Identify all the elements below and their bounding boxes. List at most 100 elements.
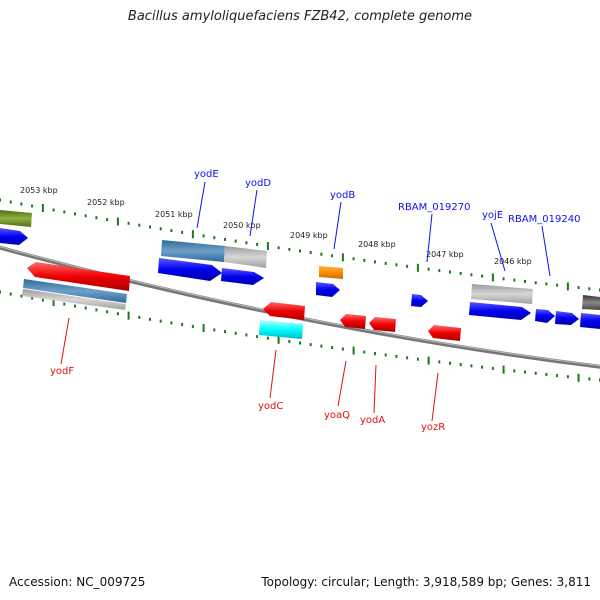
scale-major-tick — [416, 263, 419, 272]
gene-label-yodA: yodA — [360, 415, 385, 426]
feature-olive[interactable] — [0, 210, 32, 227]
scale-minor-tick — [52, 208, 55, 212]
gene-label-yodD: yodD — [245, 178, 271, 189]
scale-minor-tick — [106, 310, 109, 314]
scale-minor-tick — [288, 339, 291, 343]
gene-forward[interactable] — [0, 228, 28, 245]
scale-minor-tick — [481, 365, 484, 369]
scale-minor-tick — [534, 371, 537, 375]
scale-minor-tick — [224, 330, 226, 334]
feature-orange[interactable] — [319, 266, 343, 279]
scale-major-tick — [341, 253, 344, 262]
scale-minor-tick — [299, 341, 301, 345]
scale-minor-tick — [181, 323, 184, 327]
gene-forward[interactable] — [535, 309, 555, 323]
scale-minor-tick — [513, 369, 516, 373]
scale-minor-tick — [406, 264, 409, 268]
gene-reverse[interactable] — [27, 262, 130, 291]
gene-label-yozR: yozR — [421, 422, 445, 433]
feature-dark[interactable] — [582, 295, 600, 310]
scale-minor-tick — [416, 357, 419, 361]
gene-forward[interactable] — [469, 302, 531, 320]
scale-minor-tick — [63, 210, 66, 214]
gene-reverse[interactable] — [340, 314, 366, 329]
scale-minor-tick — [556, 283, 559, 287]
scale-minor-tick — [449, 361, 451, 365]
scale-minor-tick — [224, 237, 226, 241]
scale-minor-tick — [116, 312, 119, 316]
scale-minor-tick — [9, 292, 12, 296]
gene-forward[interactable] — [411, 294, 428, 307]
feature-steel[interactable] — [23, 279, 127, 303]
scale-major-tick — [502, 365, 505, 374]
scale-minor-tick — [84, 214, 87, 218]
gene-label-yoaQ: yoaQ — [324, 410, 350, 421]
scale-minor-tick — [438, 360, 441, 364]
scale-major-tick — [577, 373, 580, 382]
gene-forward[interactable] — [158, 258, 222, 281]
scale-minor-tick — [191, 324, 194, 328]
scale-minor-tick — [106, 218, 109, 222]
feature-steel[interactable] — [161, 240, 225, 262]
scale-major-tick — [191, 230, 194, 239]
scale-major-tick — [52, 298, 55, 307]
scale-minor-tick — [577, 286, 580, 290]
map-title: Bacillus amyloliquefaciens FZB42, comple… — [127, 9, 473, 24]
feature-gray[interactable] — [471, 284, 533, 304]
scale-minor-tick — [234, 331, 237, 335]
scale-label-2050: 2050 kbp — [223, 221, 261, 230]
scale-label-2048: 2048 kbp — [358, 240, 396, 249]
inner-scale-ticks — [0, 290, 600, 382]
scale-minor-tick — [9, 200, 12, 204]
gene-reverse[interactable] — [369, 317, 396, 332]
gene-forward[interactable] — [221, 268, 264, 285]
scale-major-tick — [427, 356, 430, 365]
gene-label-yodE: yodE — [194, 169, 219, 180]
scale-minor-tick — [427, 267, 430, 271]
scale-minor-tick — [95, 308, 98, 312]
scale-major-tick — [266, 242, 269, 251]
scale-label-2046: 2046 kbp — [494, 257, 532, 266]
feature-gray[interactable] — [22, 289, 126, 310]
scale-minor-tick — [459, 271, 462, 275]
scale-label-2049: 2049 kbp — [290, 231, 328, 240]
scale-label-2047: 2047 kbp — [426, 250, 464, 259]
scale-major-tick — [566, 282, 569, 291]
scale-minor-tick — [320, 344, 323, 348]
scale-minor-tick — [588, 287, 591, 291]
gene-forward[interactable] — [580, 313, 600, 329]
scale-minor-tick — [266, 336, 269, 340]
gene-label-yodC: yodC — [258, 401, 283, 412]
scale-major-tick — [352, 346, 355, 355]
scale-label-2051: 2051 kbp — [155, 210, 193, 219]
feature-gray[interactable] — [224, 246, 267, 268]
gene-forward[interactable] — [555, 311, 579, 325]
scale-minor-tick — [20, 294, 23, 298]
scale-minor-tick — [170, 321, 173, 325]
scale-minor-tick — [566, 375, 569, 379]
gene-label-yojE: yojE — [482, 210, 503, 221]
scale-minor-tick — [149, 225, 151, 229]
scale-minor-tick — [256, 242, 259, 246]
scale-minor-tick — [331, 346, 334, 350]
scale-minor-tick — [299, 249, 301, 253]
gene-reverse[interactable] — [263, 302, 305, 320]
scale-minor-tick — [309, 343, 312, 347]
scale-major-tick — [202, 324, 205, 333]
gene-reverse[interactable] — [428, 325, 461, 341]
scale-minor-tick — [63, 302, 66, 306]
scale-major-tick — [491, 273, 494, 282]
outer-scale-ticks — [0, 198, 600, 292]
scale-minor-tick — [20, 202, 23, 206]
scale-minor-tick — [513, 278, 516, 282]
gene-label-RBAM_019240: RBAM_019240 — [508, 214, 580, 225]
scale-minor-tick — [395, 263, 398, 267]
gene-forward[interactable] — [316, 282, 340, 297]
scale-minor-tick — [159, 319, 162, 323]
scale-minor-tick — [170, 229, 173, 233]
scale-minor-tick — [181, 230, 184, 234]
feature-cyan[interactable] — [259, 320, 303, 339]
scale-minor-tick — [320, 252, 323, 256]
scale-minor-tick — [256, 335, 259, 339]
